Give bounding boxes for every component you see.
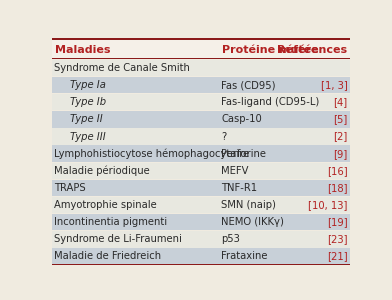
Bar [52, 179, 350, 180]
Bar [52, 110, 350, 127]
Bar [52, 58, 350, 59]
Bar [52, 162, 350, 163]
Bar [52, 213, 350, 214]
Bar [52, 76, 350, 77]
Text: Type Ib: Type Ib [70, 97, 106, 107]
Bar [52, 76, 350, 93]
Text: p53: p53 [221, 234, 240, 244]
Text: [10, 13]: [10, 13] [308, 200, 347, 210]
Bar [52, 59, 350, 60]
Text: [21]: [21] [327, 251, 347, 262]
Text: [23]: [23] [327, 234, 347, 244]
Text: Frataxine: Frataxine [221, 251, 268, 262]
Bar [52, 230, 350, 248]
Text: Perforine: Perforine [221, 149, 266, 159]
Text: [16]: [16] [327, 166, 347, 176]
Text: Fas-ligand (CD95-L): Fas-ligand (CD95-L) [221, 97, 319, 107]
Bar [52, 110, 350, 111]
Text: NEMO (IKKγ): NEMO (IKKγ) [221, 217, 284, 227]
Text: Type III: Type III [70, 131, 106, 142]
Text: Syndrome de Li-Fraumeni: Syndrome de Li-Fraumeni [54, 234, 182, 244]
Bar [52, 93, 350, 110]
Bar [52, 59, 350, 76]
Bar [52, 38, 350, 40]
Text: Lymphohistiocytose hémophagocytaire: Lymphohistiocytose hémophagocytaire [54, 148, 250, 159]
Text: TNF-R1: TNF-R1 [221, 183, 257, 193]
Text: Maladies: Maladies [55, 45, 111, 55]
Bar [52, 230, 350, 231]
Bar [52, 213, 350, 230]
Text: Amyotrophie spinale: Amyotrophie spinale [54, 200, 157, 210]
Text: Fas (CD95): Fas (CD95) [221, 80, 276, 90]
Text: [9]: [9] [333, 149, 347, 159]
Text: Maladie périodique: Maladie périodique [54, 166, 150, 176]
Text: Syndrome de Canale Smith: Syndrome de Canale Smith [54, 63, 190, 73]
Text: MEFV: MEFV [221, 166, 249, 176]
Text: Incontinentia pigmenti: Incontinentia pigmenti [54, 217, 167, 227]
Text: Références: Références [277, 45, 347, 55]
Bar [52, 162, 350, 179]
Text: Type Ia: Type Ia [70, 80, 106, 90]
Bar [52, 248, 350, 265]
Text: [1, 3]: [1, 3] [321, 80, 347, 90]
Text: Casp-10: Casp-10 [221, 114, 262, 124]
Text: SMN (naip): SMN (naip) [221, 200, 276, 210]
Text: Type II: Type II [70, 114, 103, 124]
Bar [52, 128, 350, 145]
Bar [52, 264, 350, 265]
Text: TRAPS: TRAPS [54, 183, 86, 193]
Bar [52, 145, 350, 146]
Text: [2]: [2] [333, 131, 347, 142]
Bar [52, 196, 350, 197]
Text: [19]: [19] [327, 217, 347, 227]
Bar [52, 179, 350, 196]
Text: ?: ? [221, 131, 227, 142]
Text: Maladie de Friedreich: Maladie de Friedreich [54, 251, 162, 262]
Text: [4]: [4] [333, 97, 347, 107]
Bar [52, 93, 350, 94]
Text: [5]: [5] [333, 114, 347, 124]
Bar [52, 145, 350, 162]
Bar [52, 38, 350, 59]
Text: [18]: [18] [327, 183, 347, 193]
Bar [52, 196, 350, 213]
Text: Protéine mutée: Protéine mutée [222, 45, 318, 55]
